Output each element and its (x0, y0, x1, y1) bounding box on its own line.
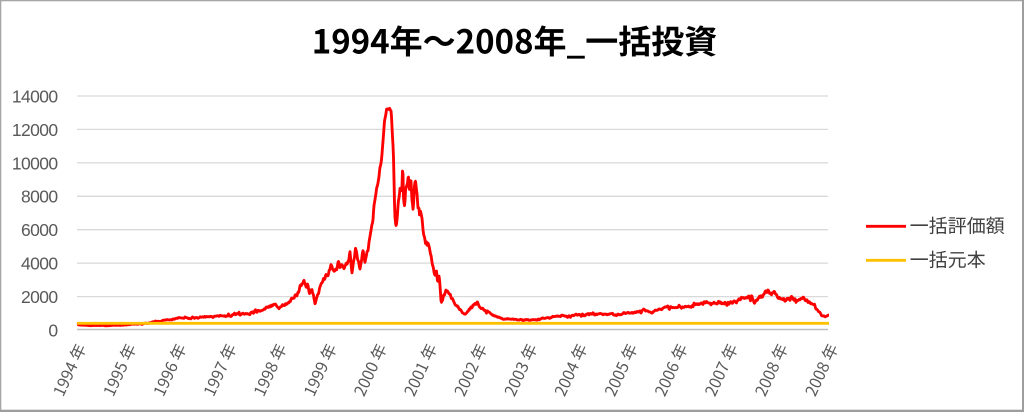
svg-text:2000: 2000 (21, 287, 58, 307)
svg-text:12000: 12000 (12, 120, 59, 140)
svg-text:4000: 4000 (21, 254, 58, 274)
svg-text:0: 0 (48, 320, 58, 340)
svg-text:6000: 6000 (21, 220, 58, 240)
svg-text:8000: 8000 (21, 187, 58, 207)
svg-text:10000: 10000 (12, 153, 59, 173)
svg-text:14000: 14000 (12, 86, 59, 106)
